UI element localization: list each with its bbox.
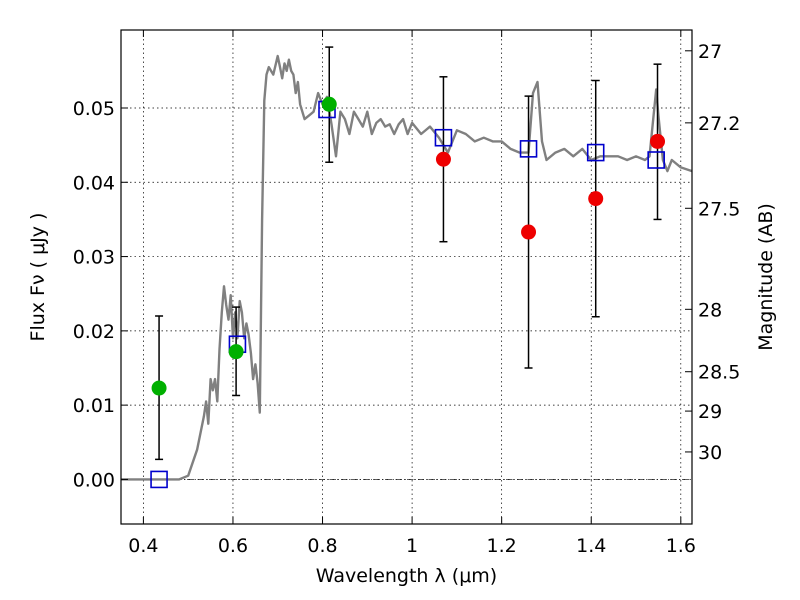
model-photometry-point	[519, 140, 538, 158]
detection-point	[151, 380, 167, 396]
y2-tick-label: 27.2	[698, 113, 740, 135]
x-tick-label: 0.4	[128, 535, 158, 557]
x-tick-label: 1.6	[666, 535, 696, 557]
model-photometry-point	[150, 470, 168, 489]
detection-point	[321, 96, 337, 112]
y2-tick-label: 28	[698, 299, 722, 321]
detection-point	[228, 344, 244, 360]
y2-tick-label: 27	[698, 41, 722, 63]
model-sed-line	[121, 54, 692, 481]
model-photometry-point	[586, 143, 605, 162]
y-tick-label: 0.03	[73, 247, 115, 269]
x-tick-label: 1.4	[576, 535, 606, 557]
x-tick-label: 1.2	[487, 535, 517, 557]
axis-ticks: 0.4 0.6 0.8 1 1.2 1.4 1.6 0.00 0.01 0.02 0.03 0.04 0…	[73, 30, 740, 557]
data-series	[121, 46, 692, 489]
x-axis-label: Wavelength λ (μm)	[316, 565, 497, 587]
y2-tick-label: 29	[698, 401, 722, 423]
model-photometry-point	[434, 128, 453, 147]
y-axis-label: Flux Fν ( μJy )	[27, 213, 49, 342]
y-tick-label: 0.05	[73, 98, 115, 120]
y2-tick-label: 27.5	[698, 198, 740, 220]
y2-tick-label: 28.5	[698, 362, 740, 384]
x-tick-label: 0.6	[218, 535, 248, 557]
detection-point	[588, 191, 604, 207]
detection-point	[521, 224, 537, 240]
y-tick-label: 0.01	[73, 395, 115, 417]
x-tick-label: 0.8	[307, 535, 337, 557]
plot-frame	[120, 29, 693, 525]
y-tick-label: 0.04	[73, 172, 115, 194]
y2-axis-label: Magnitude (AB)	[755, 203, 777, 351]
model-photometry-point	[647, 151, 665, 169]
detection-point	[650, 133, 666, 149]
grid	[121, 30, 692, 524]
y-tick-label: 0.00	[73, 469, 115, 491]
detection-point	[435, 151, 451, 167]
x-tick-label: 1	[406, 535, 418, 557]
y-tick-label: 0.02	[73, 321, 115, 343]
y2-tick-label: 30	[698, 442, 722, 464]
